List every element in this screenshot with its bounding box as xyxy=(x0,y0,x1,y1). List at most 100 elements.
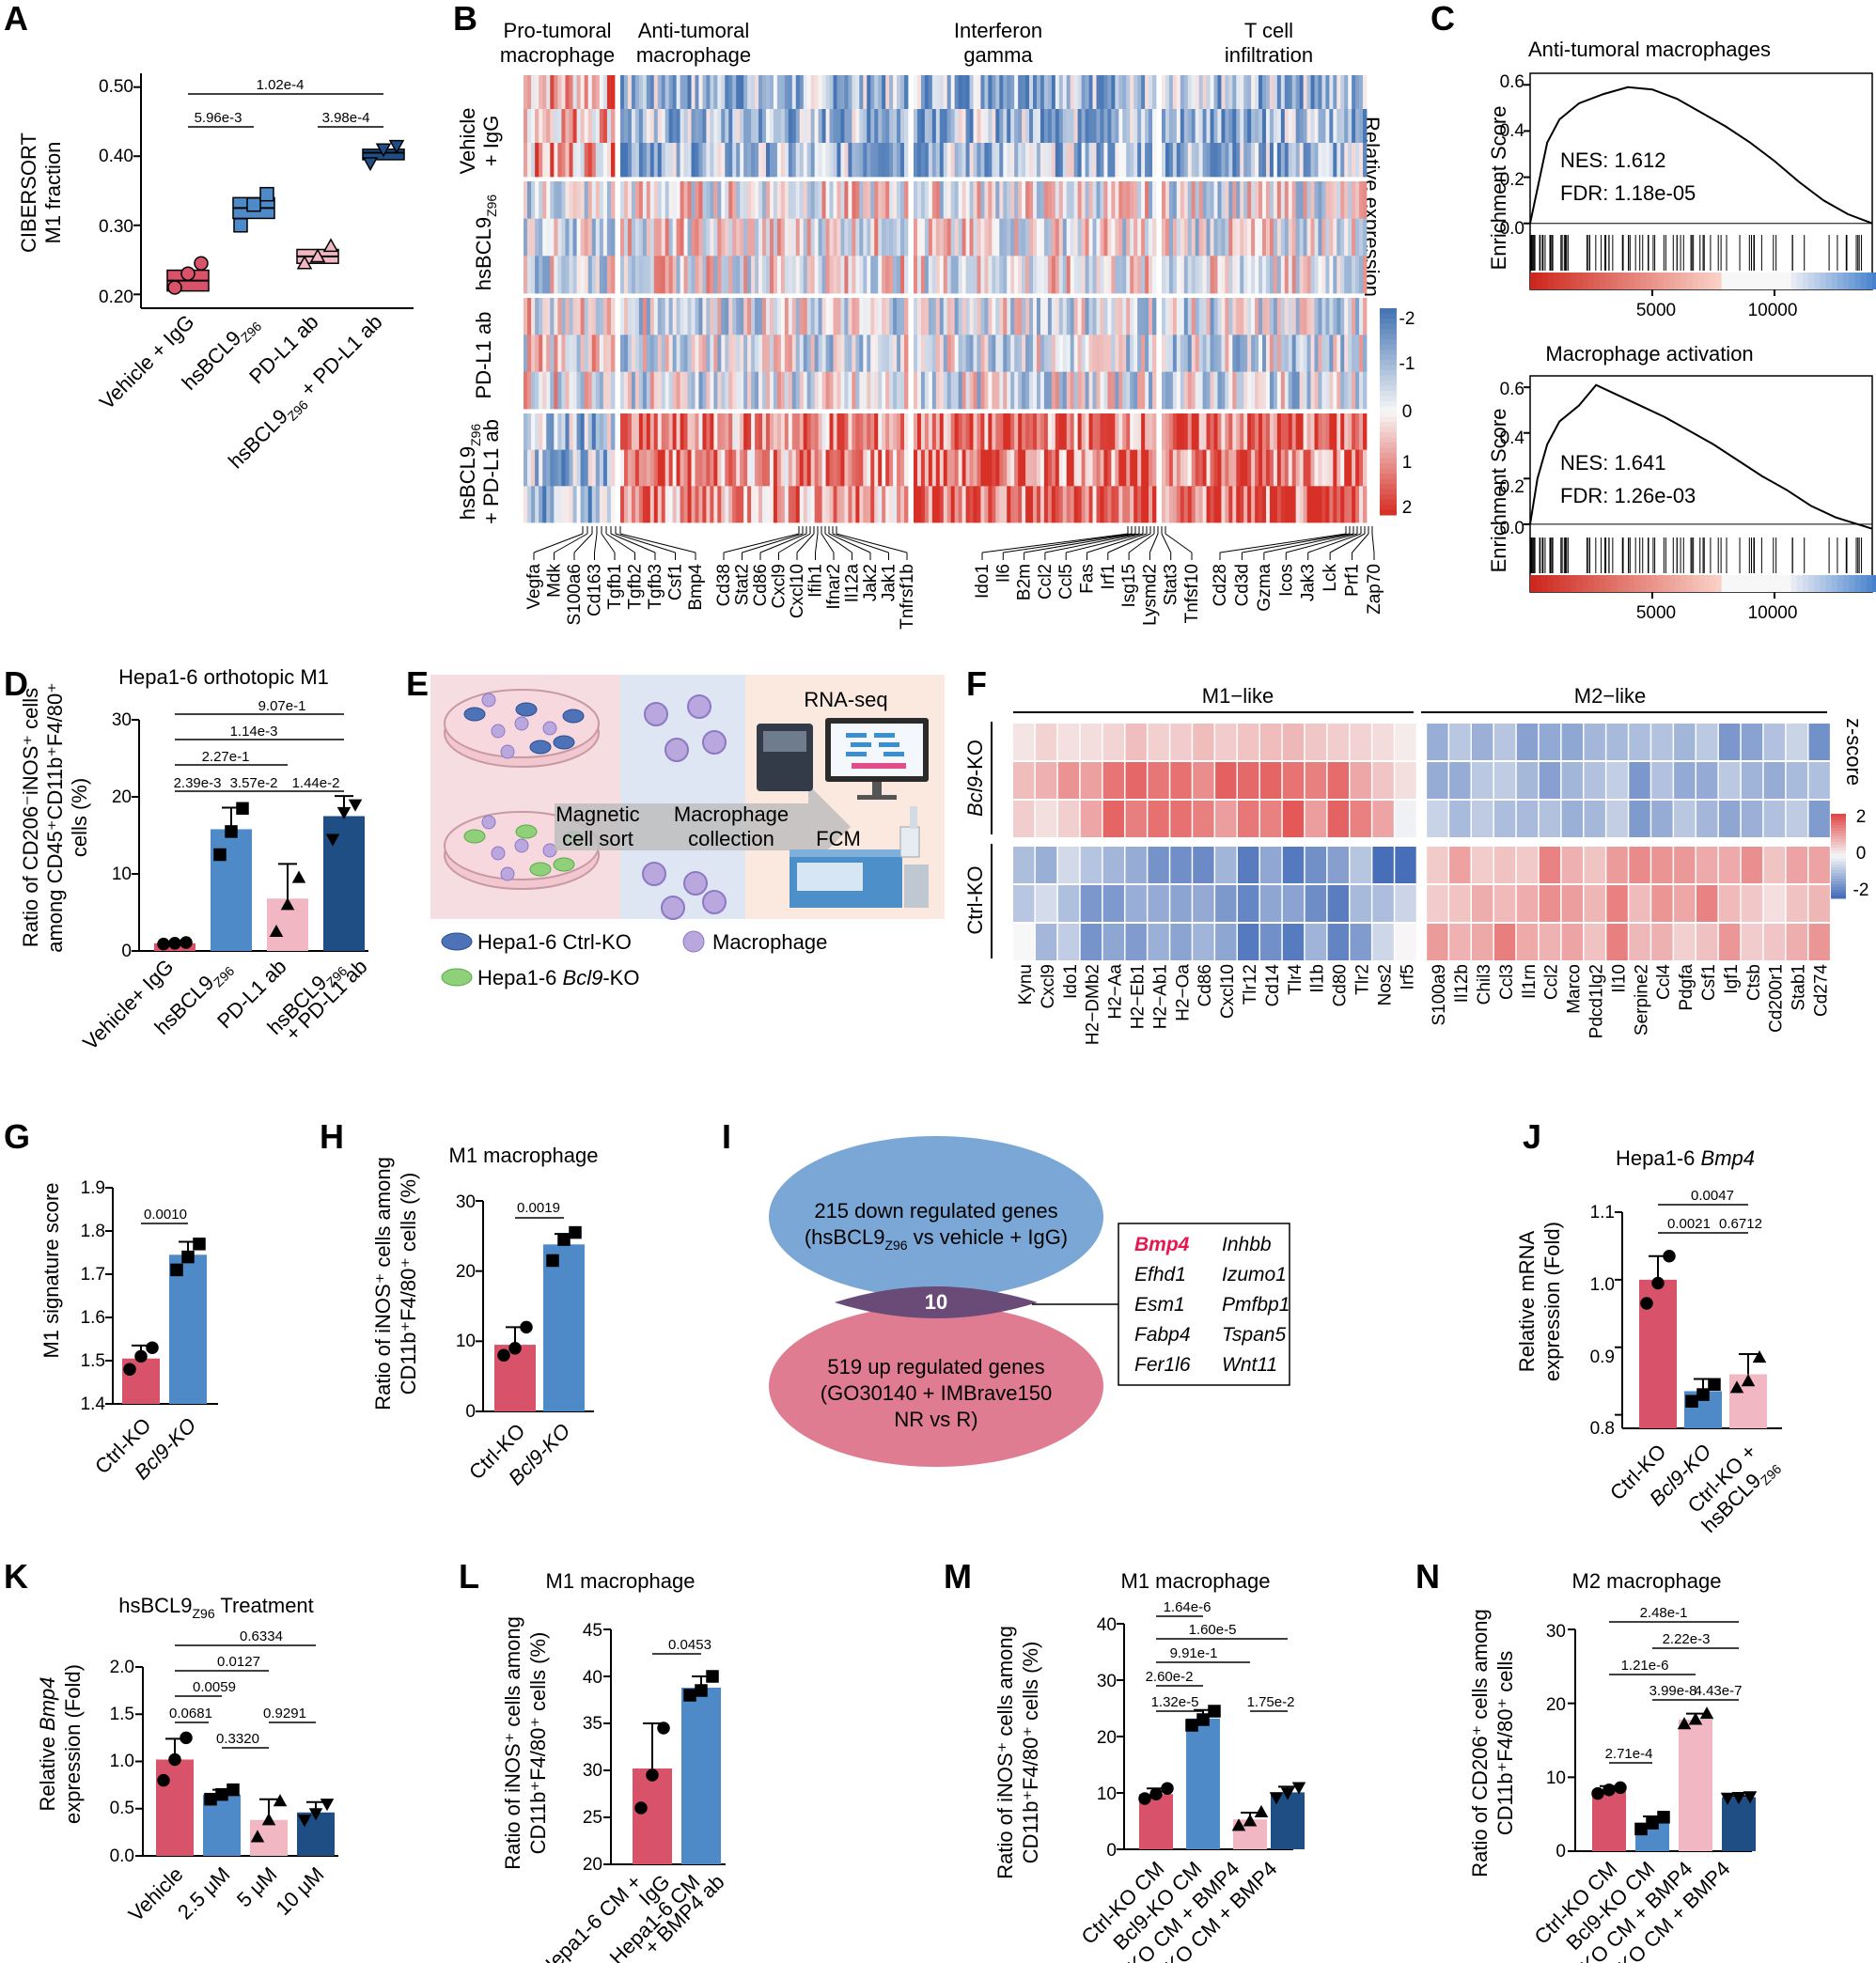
f-heatmap-cell xyxy=(1741,847,1763,883)
b-heatmap-cell xyxy=(931,256,937,294)
b-heatmap-cell xyxy=(721,298,726,335)
b-heatmap-cell xyxy=(627,413,633,451)
b-heatmap-cell xyxy=(799,143,805,178)
b-heatmap-cell xyxy=(844,143,849,178)
f-heatmap-cell xyxy=(1539,847,1561,883)
b-heatmap-cell xyxy=(758,181,763,220)
b-heatmap-cell xyxy=(728,335,733,373)
b-heatmap-cell xyxy=(1149,371,1153,410)
b-colorbar-step xyxy=(1380,432,1397,438)
b-heatmap-cell xyxy=(788,413,793,451)
l-point xyxy=(646,1768,659,1782)
b-heatmap-cell xyxy=(1352,371,1356,410)
b-heatmap-cell xyxy=(855,75,860,110)
b-heatmap-cell xyxy=(1025,298,1030,335)
b-heatmap-cell xyxy=(900,256,905,294)
c2-rank-step xyxy=(1640,575,1648,592)
b-heatmap-cell xyxy=(602,298,608,335)
b-heatmap-cell xyxy=(958,109,962,144)
f-heatmap-cell xyxy=(1493,885,1516,922)
b-heatmap-cell xyxy=(610,298,616,335)
b-heatmap-cell xyxy=(788,298,793,335)
b-heatmap-cell xyxy=(939,75,945,110)
l-ytick: 45 xyxy=(583,1621,602,1641)
b-colorbar-step xyxy=(1380,427,1397,433)
b-heatmap-cell xyxy=(1321,371,1326,410)
f-gene-label: Irf5 xyxy=(1398,964,1417,989)
b-heatmap-cell xyxy=(1036,413,1041,451)
b-heatmap-cell xyxy=(916,181,922,220)
b-heatmap-cell xyxy=(1055,256,1060,294)
n-sig: 1.21e-6 xyxy=(1621,1658,1669,1674)
b-heatmap-cell xyxy=(649,181,655,220)
b-heatmap-cell xyxy=(1118,486,1123,523)
panel-letter-d: D xyxy=(4,664,28,703)
b-heatmap-cell xyxy=(863,218,868,257)
b-gene-connector xyxy=(815,533,819,553)
b-heatmap-cell xyxy=(833,486,837,523)
b-heatmap-cell xyxy=(587,218,593,257)
f-heatmap-cell xyxy=(1763,885,1786,922)
b-heatmap-cell xyxy=(852,143,856,178)
d-sig: 2.27e-1 xyxy=(202,749,250,765)
b-heatmap-cell xyxy=(973,486,977,523)
b-heatmap-cell xyxy=(587,413,593,451)
b-heatmap-cell xyxy=(1043,371,1049,410)
b-heatmap-cell xyxy=(755,256,759,294)
f-colorbar-step xyxy=(1831,845,1846,849)
b-heatmap-cell xyxy=(1040,413,1045,451)
b-heatmap-cell xyxy=(610,371,616,410)
m-point xyxy=(1208,1705,1221,1718)
c2-rank-step xyxy=(1790,575,1798,592)
b-heatmap-cell xyxy=(946,486,952,523)
b-heatmap-cell xyxy=(683,486,688,523)
b-heatmap-cell xyxy=(977,75,981,110)
b-heatmap-cell xyxy=(836,335,841,373)
b-heatmap-cell xyxy=(1085,413,1089,451)
b-heatmap-cell xyxy=(1228,75,1233,110)
b-heatmap-cell xyxy=(855,218,860,257)
b-heatmap-cell xyxy=(1187,109,1193,144)
b-heatmap-cell xyxy=(539,449,543,487)
b-heatmap-cell xyxy=(664,75,670,110)
b-heatmap-cell xyxy=(668,181,674,220)
b-heatmap-cell xyxy=(623,371,629,410)
b-heatmap-cell xyxy=(713,218,718,257)
b-heatmap-cell xyxy=(1262,109,1267,144)
b-heatmap-cell xyxy=(758,449,763,487)
l-sig: 0.0453 xyxy=(668,1637,711,1653)
b-heatmap-cell xyxy=(1314,181,1319,220)
b-heatmap-cell xyxy=(702,449,707,487)
l-ytick: 40 xyxy=(583,1668,602,1688)
b-heatmap-cell xyxy=(646,413,651,451)
f-gene-label: Cd200r1 xyxy=(1767,964,1787,1033)
b-heatmap-cell xyxy=(1276,181,1282,220)
b-heatmap-cell xyxy=(527,335,532,373)
b-heatmap-cell xyxy=(1133,486,1138,523)
b-heatmap-cell xyxy=(870,143,875,178)
b-heatmap-cell xyxy=(706,181,711,220)
b-heatmap-cell xyxy=(1344,298,1349,335)
b-heatmap-cell xyxy=(580,75,586,110)
b-heatmap-cell xyxy=(870,181,875,220)
e-tumor-cell-icon xyxy=(463,829,486,844)
b-heatmap-cell xyxy=(1033,75,1038,110)
b-heatmap-cell xyxy=(859,413,864,451)
b-heatmap-cell xyxy=(1018,413,1023,451)
b-heatmap-cell xyxy=(623,449,629,487)
b-heatmap-cell xyxy=(649,143,655,178)
c1-rank-step xyxy=(1547,273,1555,289)
b-heatmap-cell xyxy=(799,218,805,257)
b-heatmap-cell xyxy=(642,413,648,451)
b-heatmap-cell xyxy=(657,181,663,220)
b-heatmap-cell xyxy=(687,181,692,220)
m-point xyxy=(1269,1792,1284,1805)
f-heatmap-cell xyxy=(1193,924,1214,960)
b-heatmap-cell xyxy=(973,371,977,410)
b-heatmap-cell xyxy=(969,335,974,373)
b-heatmap-cell xyxy=(587,371,593,410)
b-colorbar-step xyxy=(1380,354,1397,361)
b-heatmap-cell xyxy=(1040,256,1045,294)
b-heatmap-cell xyxy=(732,256,737,294)
b-heatmap-cell xyxy=(825,181,830,220)
